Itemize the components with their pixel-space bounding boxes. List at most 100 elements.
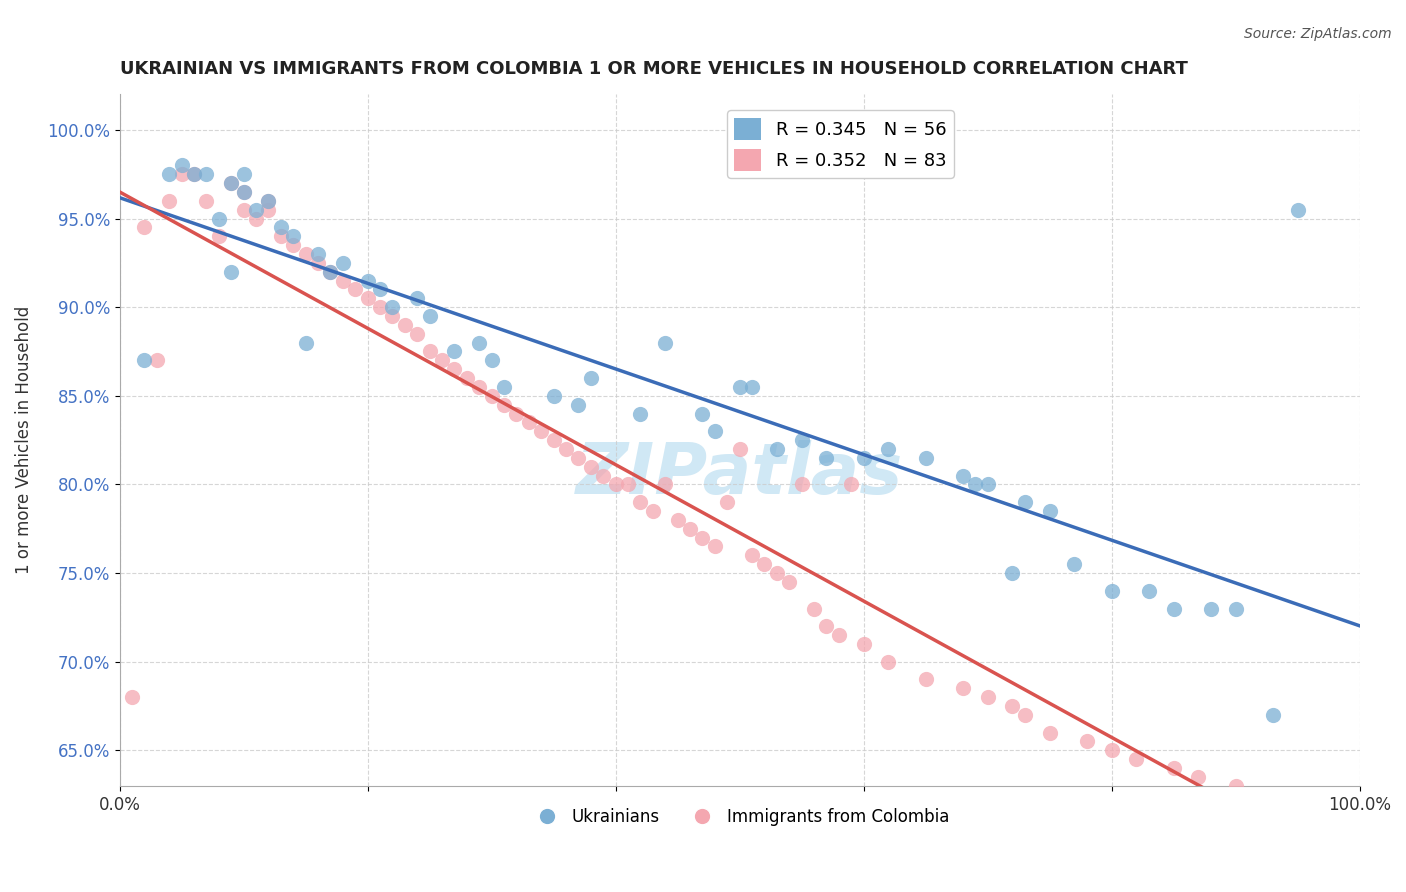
Point: [1310, 823, 1333, 838]
Point: [1199, 601, 1222, 615]
Point: [1249, 788, 1271, 802]
Point: [368, 282, 391, 296]
Point: [728, 442, 751, 456]
Point: [1343, 849, 1365, 863]
Point: [852, 450, 875, 465]
Legend: Ukrainians, Immigrants from Colombia: Ukrainians, Immigrants from Colombia: [523, 801, 956, 833]
Point: [157, 194, 180, 208]
Point: [332, 274, 354, 288]
Point: [555, 442, 578, 456]
Point: [307, 247, 329, 261]
Point: [170, 158, 193, 172]
Point: [121, 690, 143, 705]
Point: [790, 477, 813, 491]
Point: [1348, 858, 1371, 872]
Point: [332, 256, 354, 270]
Point: [219, 176, 242, 190]
Point: [1225, 601, 1247, 615]
Point: [270, 229, 292, 244]
Point: [134, 353, 156, 368]
Point: [914, 673, 936, 687]
Point: [852, 637, 875, 651]
Point: [468, 380, 491, 394]
Point: [232, 185, 254, 199]
Point: [368, 300, 391, 314]
Point: [245, 211, 267, 226]
Point: [456, 371, 478, 385]
Point: [654, 335, 676, 350]
Point: [839, 477, 862, 491]
Point: [1063, 558, 1085, 572]
Point: [492, 380, 515, 394]
Point: [965, 477, 987, 491]
Point: [245, 202, 267, 217]
Point: [356, 291, 378, 305]
Point: [468, 335, 491, 350]
Point: [319, 265, 342, 279]
Text: ZIPatlas: ZIPatlas: [576, 440, 903, 509]
Point: [1101, 583, 1123, 598]
Point: [567, 398, 589, 412]
Point: [952, 468, 974, 483]
Point: [344, 282, 367, 296]
Point: [208, 211, 231, 226]
Point: [183, 167, 205, 181]
Point: [1163, 601, 1185, 615]
Point: [183, 167, 205, 181]
Point: [1125, 752, 1147, 766]
Point: [703, 424, 725, 438]
Point: [765, 566, 787, 580]
Point: [1261, 707, 1284, 722]
Point: [1163, 761, 1185, 775]
Point: [319, 265, 342, 279]
Point: [443, 344, 465, 359]
Point: [628, 495, 651, 509]
Point: [567, 450, 589, 465]
Point: [517, 416, 540, 430]
Point: [579, 459, 602, 474]
Point: [1038, 725, 1060, 739]
Point: [741, 380, 763, 394]
Point: [579, 371, 602, 385]
Point: [146, 353, 169, 368]
Point: [679, 522, 702, 536]
Point: [1286, 814, 1309, 829]
Point: [815, 619, 838, 633]
Point: [232, 185, 254, 199]
Point: [406, 291, 429, 305]
Point: [654, 477, 676, 491]
Point: [1076, 734, 1098, 748]
Point: [1137, 583, 1160, 598]
Point: [803, 601, 825, 615]
Point: [692, 407, 714, 421]
Point: [976, 690, 998, 705]
Point: [419, 309, 441, 323]
Point: [443, 362, 465, 376]
Point: [283, 229, 305, 244]
Point: [641, 504, 664, 518]
Point: [1001, 698, 1024, 713]
Point: [257, 194, 280, 208]
Point: [481, 353, 503, 368]
Point: [1348, 867, 1371, 881]
Y-axis label: 1 or more Vehicles in Household: 1 or more Vehicles in Household: [15, 306, 32, 574]
Point: [381, 300, 404, 314]
Point: [307, 256, 329, 270]
Text: UKRAINIAN VS IMMIGRANTS FROM COLOMBIA 1 OR MORE VEHICLES IN HOUSEHOLD CORRELATIO: UKRAINIAN VS IMMIGRANTS FROM COLOMBIA 1 …: [120, 60, 1188, 78]
Text: Source: ZipAtlas.com: Source: ZipAtlas.com: [1244, 27, 1392, 41]
Point: [976, 477, 998, 491]
Point: [728, 380, 751, 394]
Point: [716, 495, 738, 509]
Point: [419, 344, 441, 359]
Point: [157, 167, 180, 181]
Point: [270, 220, 292, 235]
Point: [754, 558, 776, 572]
Point: [170, 167, 193, 181]
Point: [257, 202, 280, 217]
Point: [1038, 504, 1060, 518]
Point: [394, 318, 416, 332]
Point: [877, 655, 900, 669]
Point: [628, 407, 651, 421]
Point: [1286, 202, 1309, 217]
Point: [828, 628, 851, 642]
